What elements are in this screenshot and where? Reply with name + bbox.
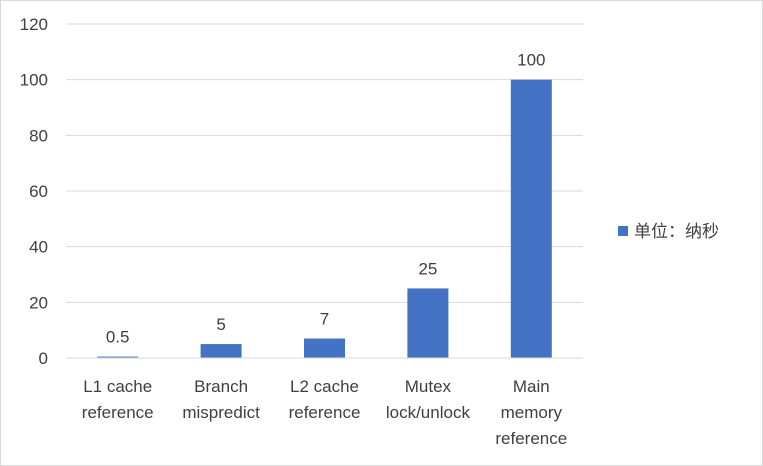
category-label-line: mispredict — [182, 403, 260, 422]
legend-swatch — [618, 226, 628, 236]
y-tick-label: 120 — [20, 15, 48, 34]
y-tick-label: 0 — [39, 349, 48, 368]
legend-label: 单位：纳秒 — [634, 222, 719, 242]
data-label: 25 — [418, 259, 437, 278]
bar — [407, 288, 449, 358]
category-label: Main memory reference — [495, 377, 567, 448]
category-label: L2 cache reference — [289, 377, 361, 422]
y-tick-label: 100 — [20, 71, 48, 90]
data-labels: 0.5 5 7 25 100 — [106, 51, 546, 347]
category-label-line: Main — [513, 377, 550, 396]
category-label-line: Mutex — [405, 377, 452, 396]
y-tick-label: 80 — [29, 126, 48, 145]
category-label-line: L2 cache — [290, 377, 359, 396]
legend: 单位：纳秒 — [618, 222, 719, 242]
y-tick-label: 20 — [29, 293, 48, 312]
data-label: 100 — [517, 51, 545, 70]
y-axis-ticks: 0 20 40 60 80 100 120 — [20, 15, 48, 368]
y-tick-label: 40 — [29, 238, 48, 257]
category-label-line: reference — [289, 403, 361, 422]
category-labels: L1 cache reference Branch mispredict L2 cach… — [82, 377, 567, 448]
y-tick-label: 60 — [29, 182, 48, 201]
category-label-line: memory — [501, 403, 563, 422]
category-label: Branch mispredict — [182, 377, 260, 422]
category-label-line: lock/unlock — [386, 403, 471, 422]
bar — [304, 338, 345, 358]
category-label-line: Branch — [194, 377, 248, 396]
bars — [97, 79, 552, 359]
gridlines — [66, 23, 583, 303]
category-label-line: reference — [495, 429, 567, 448]
data-label: 0.5 — [106, 328, 130, 347]
data-label: 7 — [320, 310, 329, 329]
bar — [200, 344, 242, 358]
bar — [510, 79, 552, 359]
category-label: Mutex lock/unlock — [386, 377, 471, 422]
category-label-line: reference — [82, 403, 154, 422]
bar — [97, 356, 139, 358]
category-label: L1 cache reference — [82, 377, 154, 422]
category-label-line: L1 cache — [83, 377, 152, 396]
data-label: 5 — [216, 315, 225, 334]
